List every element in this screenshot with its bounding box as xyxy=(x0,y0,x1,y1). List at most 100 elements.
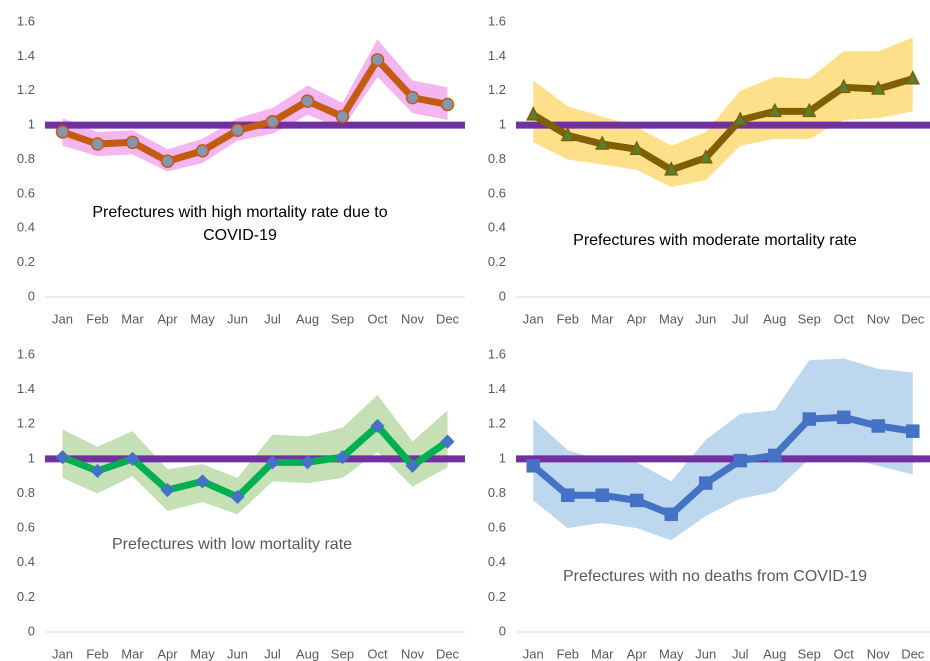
marker xyxy=(230,123,245,138)
confidence-band xyxy=(62,39,448,172)
marker xyxy=(595,135,610,150)
x-tick-label: May xyxy=(659,646,684,661)
marker xyxy=(55,450,70,465)
y-tick-label: 1.4 xyxy=(488,48,506,63)
y-tick-label: 0.2 xyxy=(17,589,35,604)
y-tick-label: 0.4 xyxy=(488,554,506,569)
x-tick-label: May xyxy=(190,646,215,661)
y-tick-label: 0 xyxy=(28,288,35,303)
marker xyxy=(664,507,678,522)
x-tick-label: Aug xyxy=(763,311,786,326)
marker xyxy=(664,161,679,176)
y-tick-label: 0.4 xyxy=(17,554,35,569)
x-tick-label: Dec xyxy=(436,646,460,661)
x-tick-label: Nov xyxy=(401,646,425,661)
x-tick-label: Jul xyxy=(264,646,281,661)
y-tick-label: 1.6 xyxy=(17,13,35,28)
marker xyxy=(195,144,210,158)
x-tick-label: Apr xyxy=(157,646,178,661)
y-tick-label: 0 xyxy=(499,623,506,638)
x-tick-label: Mar xyxy=(591,311,614,326)
x-tick-label: Jul xyxy=(264,311,281,326)
x-tick-label: Oct xyxy=(834,646,855,661)
y-tick-label: 0.8 xyxy=(17,485,35,500)
x-tick-label: Sep xyxy=(331,646,354,661)
x-tick-label: May xyxy=(190,311,215,326)
y-tick-label: 1.6 xyxy=(17,346,35,361)
y-tick-label: 1.2 xyxy=(17,416,35,431)
y-tick-label: 0.6 xyxy=(488,520,506,535)
y-tick-label: 1.2 xyxy=(488,82,506,97)
marker xyxy=(265,455,280,470)
x-tick-label: Jul xyxy=(732,311,749,326)
y-tick-label: 0.2 xyxy=(488,589,506,604)
marker xyxy=(871,419,885,433)
marker xyxy=(561,488,575,502)
data-line xyxy=(61,422,450,501)
marker xyxy=(526,459,540,473)
x-tick-label: Mar xyxy=(591,646,614,661)
x-tick-label: Nov xyxy=(867,311,891,326)
marker xyxy=(55,125,70,139)
x-tick-label: Jan xyxy=(523,646,544,661)
y-tick-label: 1.2 xyxy=(488,416,506,431)
y-tick-label: 0.8 xyxy=(17,151,35,166)
marker xyxy=(871,80,886,95)
x-tick-label: Jun xyxy=(227,311,248,326)
marker xyxy=(125,451,140,466)
data-line xyxy=(531,75,914,174)
marker xyxy=(699,476,713,490)
x-tick-label: Apr xyxy=(157,311,178,326)
annotation: Prefectures with low mortality rate xyxy=(111,536,353,553)
x-tick-label: Nov xyxy=(867,646,891,661)
x-tick-label: Feb xyxy=(557,311,579,326)
y-tick-label: 0.2 xyxy=(17,254,35,269)
marker xyxy=(906,424,920,438)
marker xyxy=(440,97,455,112)
y-tick-label: 0 xyxy=(28,623,35,638)
x-tick-label: Sep xyxy=(798,311,821,326)
marker xyxy=(526,106,541,121)
x-tick-label: Aug xyxy=(296,646,319,661)
marker xyxy=(300,455,315,470)
x-tick-label: Jun xyxy=(695,311,716,326)
y-tick-label: 0.8 xyxy=(488,485,506,500)
y-tick-label: 0.8 xyxy=(488,151,506,166)
x-tick-label: Dec xyxy=(436,311,460,326)
confidence-band xyxy=(533,37,913,187)
x-tick-label: Apr xyxy=(627,646,648,661)
x-tick-label: Mar xyxy=(121,646,144,661)
y-tick-label: 0.6 xyxy=(17,185,35,200)
marker xyxy=(802,102,817,118)
y-tick-label: 0.6 xyxy=(488,185,506,200)
x-tick-label: Dec xyxy=(901,646,925,661)
y-tick-label: 0.6 xyxy=(17,520,35,535)
x-tick-label: Jun xyxy=(695,646,716,661)
marker xyxy=(90,463,105,479)
marker xyxy=(90,137,105,151)
x-tick-label: Nov xyxy=(401,311,425,326)
confidence-band xyxy=(62,394,448,515)
marker xyxy=(733,111,748,126)
marker xyxy=(265,114,280,129)
y-tick-label: 0.4 xyxy=(488,220,506,235)
marker xyxy=(440,434,455,449)
x-tick-label: Jan xyxy=(52,646,73,661)
marker xyxy=(300,94,315,108)
y-tick-label: 1.4 xyxy=(17,48,35,63)
y-tick-label: 1 xyxy=(499,117,506,132)
marker xyxy=(195,474,210,489)
y-tick-label: 0.4 xyxy=(17,220,35,235)
x-tick-label: Apr xyxy=(627,311,648,326)
marker xyxy=(335,450,350,465)
y-tick-label: 1 xyxy=(28,450,35,465)
marker xyxy=(560,126,575,142)
x-tick-label: Jan xyxy=(52,311,73,326)
marker xyxy=(733,453,747,468)
y-tick-label: 0.2 xyxy=(488,254,506,269)
annotation: Prefectures with moderate mortality rate xyxy=(573,232,857,249)
marker xyxy=(405,458,420,473)
marker xyxy=(836,78,851,94)
y-tick-label: 1 xyxy=(499,450,506,465)
